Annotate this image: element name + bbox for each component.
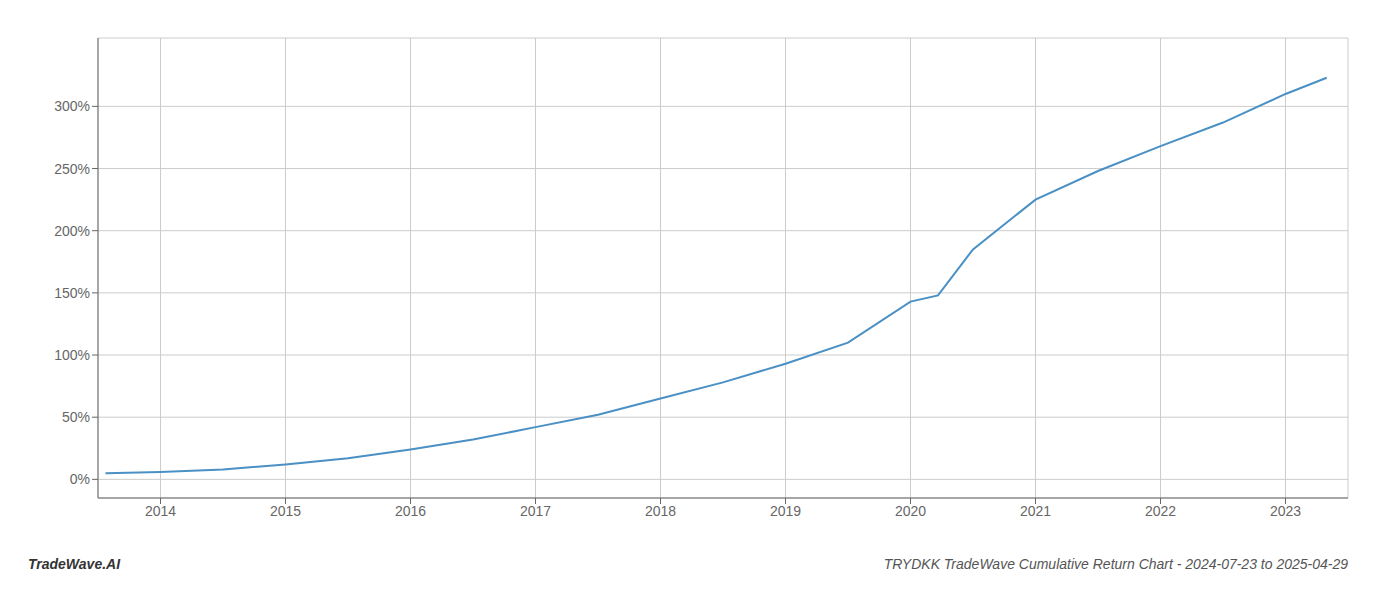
svg-text:0%: 0% xyxy=(70,471,90,487)
svg-text:2017: 2017 xyxy=(520,503,551,519)
svg-text:150%: 150% xyxy=(54,285,90,301)
svg-text:2019: 2019 xyxy=(770,503,801,519)
svg-text:300%: 300% xyxy=(54,98,90,114)
svg-text:2014: 2014 xyxy=(145,503,176,519)
svg-text:2021: 2021 xyxy=(1020,503,1051,519)
html-text:TradeWave.AI: TradeWave.AI xyxy=(28,556,121,572)
svg-text:200%: 200% xyxy=(54,223,90,239)
svg-text:2015: 2015 xyxy=(270,503,301,519)
svg-text:2018: 2018 xyxy=(645,503,676,519)
svg-text:2022: 2022 xyxy=(1145,503,1176,519)
html-text:TRYDKK TradeWave Cumulative Re: TRYDKK TradeWave Cumulative Return Chart… xyxy=(883,556,1348,572)
svg-text:250%: 250% xyxy=(54,161,90,177)
svg-text:100%: 100% xyxy=(54,347,90,363)
svg-text:2023: 2023 xyxy=(1270,503,1301,519)
svg-text:2016: 2016 xyxy=(395,503,426,519)
svg-text:50%: 50% xyxy=(62,409,90,425)
svg-text:2020: 2020 xyxy=(895,503,926,519)
